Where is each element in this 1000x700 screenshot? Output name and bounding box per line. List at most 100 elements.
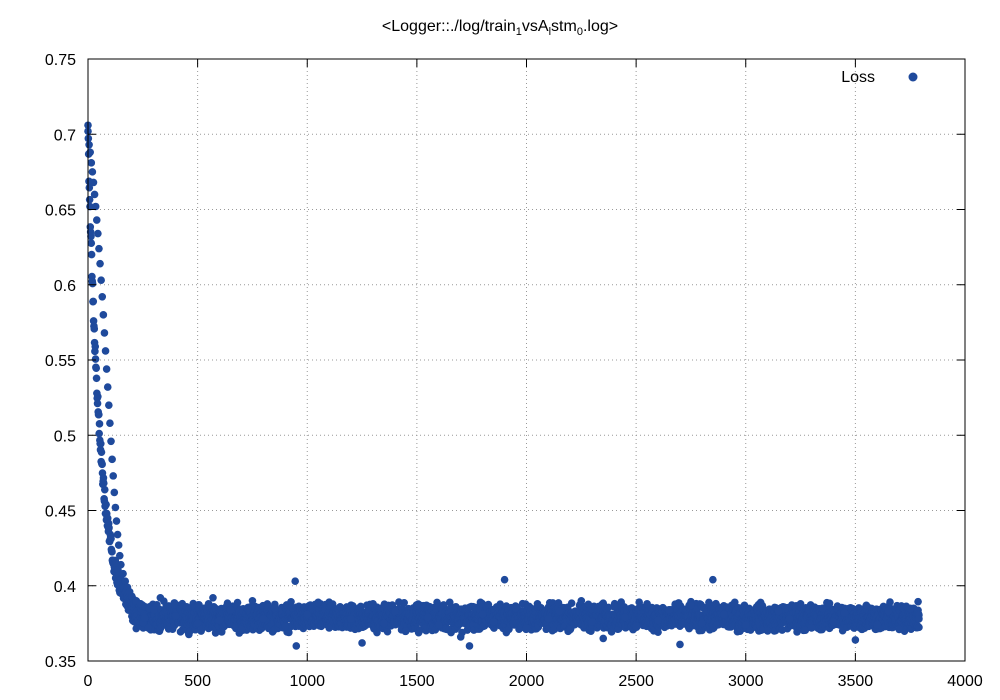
data-point [785, 615, 794, 623]
data-point [106, 419, 114, 428]
data-point [204, 600, 213, 608]
data-point [676, 640, 684, 649]
data-point [336, 603, 344, 611]
data-point [112, 517, 121, 525]
data-point [643, 600, 651, 608]
legend-marker-loss [908, 72, 918, 82]
data-point [522, 624, 531, 632]
data-point [95, 410, 103, 419]
data-point [102, 500, 110, 509]
data-point [94, 392, 102, 401]
data-point [117, 560, 125, 569]
data-point [621, 613, 629, 622]
data-point [287, 597, 295, 606]
data-point [140, 614, 149, 622]
legend: Loss [841, 69, 918, 86]
data-point [511, 604, 520, 613]
x-tick-label: 3500 [838, 673, 874, 690]
data-point [92, 374, 101, 383]
data-point [91, 355, 100, 363]
x-tick-label: 3000 [728, 673, 764, 690]
y-tick-label: 0.4 [54, 579, 76, 596]
data-point [95, 244, 103, 253]
data-point [500, 575, 509, 584]
data-point [108, 455, 116, 464]
data-point [687, 601, 695, 610]
data-point [544, 615, 553, 623]
data-point [840, 609, 849, 617]
data-point [915, 623, 923, 632]
data-point [105, 401, 113, 409]
data-point [358, 639, 366, 647]
data-point [237, 625, 246, 634]
x-tick-label: 4000 [947, 673, 983, 690]
data-point [380, 619, 388, 628]
data-point [292, 642, 301, 650]
data-point [96, 259, 104, 268]
data-point [862, 601, 871, 610]
data-point [369, 600, 377, 608]
data-point [113, 530, 122, 539]
data-point [193, 619, 202, 628]
data-point [88, 168, 97, 176]
data-point [97, 439, 105, 448]
data-point [709, 575, 717, 584]
data-point [226, 606, 235, 614]
x-tick-label: 0 [84, 673, 93, 690]
y-tick-label: 0.7 [54, 127, 76, 144]
data-point [95, 420, 104, 428]
data-point [281, 622, 290, 631]
data-point [325, 624, 333, 632]
data-point [763, 627, 772, 635]
data-point [577, 597, 586, 605]
data-point [489, 618, 498, 626]
data-point [182, 603, 191, 611]
data-point [144, 624, 153, 632]
data-point [886, 598, 894, 606]
data-point [88, 279, 97, 288]
data-point [435, 621, 443, 629]
data-point [110, 488, 119, 497]
data-point [94, 229, 102, 238]
data-point [741, 621, 750, 629]
data-point [171, 612, 180, 620]
data-point [456, 633, 465, 641]
data-point [698, 619, 706, 628]
data-point [89, 178, 98, 187]
data-point [121, 577, 130, 586]
chart-title: <Logger::./log/train1vsAlstm0.log> [381, 18, 619, 38]
data-point [400, 598, 408, 607]
data-point [89, 297, 98, 306]
data-point [109, 472, 118, 480]
data-point [720, 610, 728, 619]
data-point [111, 503, 120, 512]
legend-label-loss: Loss [841, 69, 875, 86]
x-tick-label: 2000 [509, 673, 545, 690]
y-tick-label: 0.65 [45, 203, 76, 220]
data-point [807, 624, 816, 632]
data-point [99, 311, 108, 319]
data-point [85, 140, 93, 149]
data-point [98, 292, 107, 301]
data-point [98, 460, 106, 469]
data-point [801, 626, 810, 634]
data-point [92, 364, 101, 372]
y-tick-label: 0.75 [45, 52, 76, 69]
data-point [774, 607, 783, 616]
data-point [413, 601, 421, 610]
data-point [114, 541, 123, 549]
y-tick-label: 0.6 [54, 278, 76, 295]
data-point [555, 607, 564, 616]
data-point [478, 610, 487, 619]
data-point [99, 479, 108, 487]
data-point [796, 600, 805, 608]
y-tick-label: 0.5 [54, 428, 76, 445]
data-point [391, 607, 399, 616]
data-point [829, 618, 838, 626]
data-point [115, 551, 124, 560]
data-point [233, 598, 242, 607]
data-point [291, 577, 299, 586]
data-point [92, 216, 101, 224]
data-point [533, 600, 542, 608]
